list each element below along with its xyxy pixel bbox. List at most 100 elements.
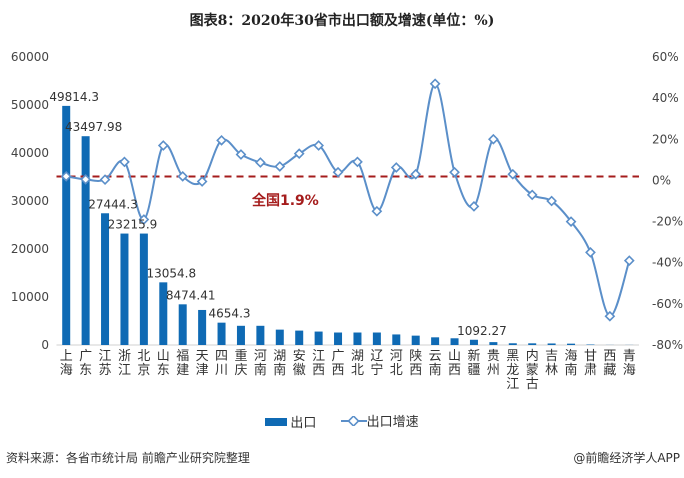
chart-title: 图表8：2020年30省市出口额及增速(单位：%) (189, 13, 495, 29)
bar-河北 (392, 334, 401, 345)
bar-data-label: 43497.98 (65, 120, 122, 134)
category-label-辽宁: 宁 (370, 362, 383, 378)
category-label-贵州: 州 (487, 363, 500, 378)
category-label-广东: 东 (79, 363, 92, 378)
category-label-浙江: 浙 (118, 349, 131, 364)
category-label-安徽: 安 (293, 349, 306, 364)
category-label-陕西: 西 (409, 363, 422, 378)
category-label-黑龙江: 龙 (506, 363, 519, 378)
bar-安徽 (295, 330, 304, 345)
category-label-吉林: 林 (545, 363, 558, 378)
legend-item-export[interactable]: 出口 (265, 412, 316, 431)
bar-内蒙古 (528, 343, 537, 345)
category-label-西藏: 西 (603, 349, 616, 364)
category-label-四川: 川 (215, 363, 228, 378)
growth-point-福建 (177, 170, 189, 182)
bar-北京 (139, 233, 148, 345)
source-note: 资料来源：各省市统计局 前瞻产业研究院整理 (6, 451, 250, 465)
category-label-黑龙江: 黑 (506, 349, 519, 364)
bar-天津 (198, 309, 207, 345)
bar-河南 (256, 325, 265, 345)
brand-credit: @前瞻经济学人APP (573, 451, 680, 465)
bar-江苏 (101, 213, 110, 345)
category-label-辽宁: 辽 (370, 349, 383, 364)
category-label-重庆: 重 (234, 348, 247, 364)
category-label-天津: 津 (196, 363, 209, 378)
growth-point-山东 (157, 140, 169, 151)
bar-重庆 (236, 325, 245, 345)
left-axis-tick: 60000 (11, 50, 49, 64)
category-label-广西: 西 (332, 363, 345, 378)
left-axis-tick: 50000 (11, 98, 49, 112)
category-label-内蒙古: 古 (526, 377, 539, 392)
category-label-云南: 云 (429, 349, 442, 364)
growth-point-甘肃 (585, 247, 596, 258)
growth-point-重庆 (235, 149, 247, 160)
growth-line (66, 82, 631, 318)
category-label-青海: 海 (623, 363, 636, 378)
category-label-青海: 青 (623, 349, 636, 364)
legend: 出口 出口增速 (0, 411, 684, 431)
category-label-湖北: 北 (351, 363, 364, 378)
growth-point-黑龙江 (507, 168, 519, 180)
bar-data-label: 4654.3 (209, 307, 251, 321)
category-label-云南: 南 (429, 362, 442, 378)
left-axis-tick: 10000 (11, 290, 49, 304)
growth-point-浙江 (119, 156, 130, 168)
bar-浙江 (120, 233, 129, 345)
category-label-内蒙古: 蒙 (526, 363, 539, 378)
right-axis-tick: 0% (652, 173, 671, 187)
category-label-江苏: 苏 (99, 362, 112, 378)
bar-黑龙江 (508, 343, 517, 345)
growth-point-贵州 (488, 133, 499, 145)
category-label-西藏: 藏 (603, 363, 616, 378)
category-label-黑龙江: 江 (506, 377, 519, 392)
category-label-江西: 江 (312, 349, 325, 364)
category-label-内蒙古: 内 (526, 348, 539, 364)
bar-云南 (431, 337, 440, 345)
right-axis-tick: 40% (652, 91, 679, 105)
growth-point-湖南 (274, 161, 286, 172)
category-label-河南: 南 (254, 362, 267, 378)
bar-福建 (178, 304, 187, 345)
legend-bar-swatch (265, 417, 288, 426)
category-label-河北: 河 (390, 349, 403, 364)
category-label-湖南: 南 (273, 362, 286, 378)
category-label-湖南: 湖 (273, 349, 286, 364)
legend-item-growth[interactable]: 出口增速 (340, 411, 419, 430)
category-label-甘肃: 甘 (584, 349, 597, 364)
bar-吉林 (547, 343, 556, 345)
bar-四川 (217, 322, 226, 345)
category-label-上海: 上 (60, 349, 73, 364)
chart-plot: 0 10000 20000 30000 40000 50000 60000 -80% -60% -… (11, 50, 683, 392)
category-label-湖北: 湖 (351, 349, 364, 364)
growth-point-新疆 (468, 200, 480, 212)
bar-新疆 (469, 339, 478, 345)
right-axis-tick: -80% (652, 338, 683, 352)
category-label-重庆: 庆 (234, 363, 247, 378)
right-axis-tick: 20% (652, 132, 679, 146)
bar-山东 (159, 282, 168, 345)
category-label-北京: 京 (137, 363, 150, 378)
category-label-新疆: 疆 (467, 363, 480, 378)
bar-湖南 (275, 329, 284, 345)
bar-data-label: 13054.8 (146, 266, 196, 280)
bar-data-label: 49814.3 (49, 90, 99, 104)
growth-point-安徽 (293, 148, 305, 160)
growth-point-辽宁 (371, 205, 383, 217)
growth-point-山西 (449, 166, 460, 178)
bar-陕西 (411, 335, 420, 345)
category-label-河北: 北 (390, 363, 403, 378)
category-label-海南: 海 (565, 349, 578, 364)
growth-point-北京 (138, 214, 150, 225)
growth-point-海南 (565, 216, 577, 227)
category-label-陕西: 陕 (409, 349, 422, 364)
bar-广东 (81, 136, 90, 345)
growth-point-江西 (313, 140, 324, 151)
category-label-山西: 山 (448, 349, 461, 364)
category-label-福建: 福 (176, 349, 189, 364)
left-axis-tick: 30000 (11, 194, 49, 208)
growth-point-云南 (429, 78, 441, 90)
growth-point-青海 (623, 255, 635, 267)
